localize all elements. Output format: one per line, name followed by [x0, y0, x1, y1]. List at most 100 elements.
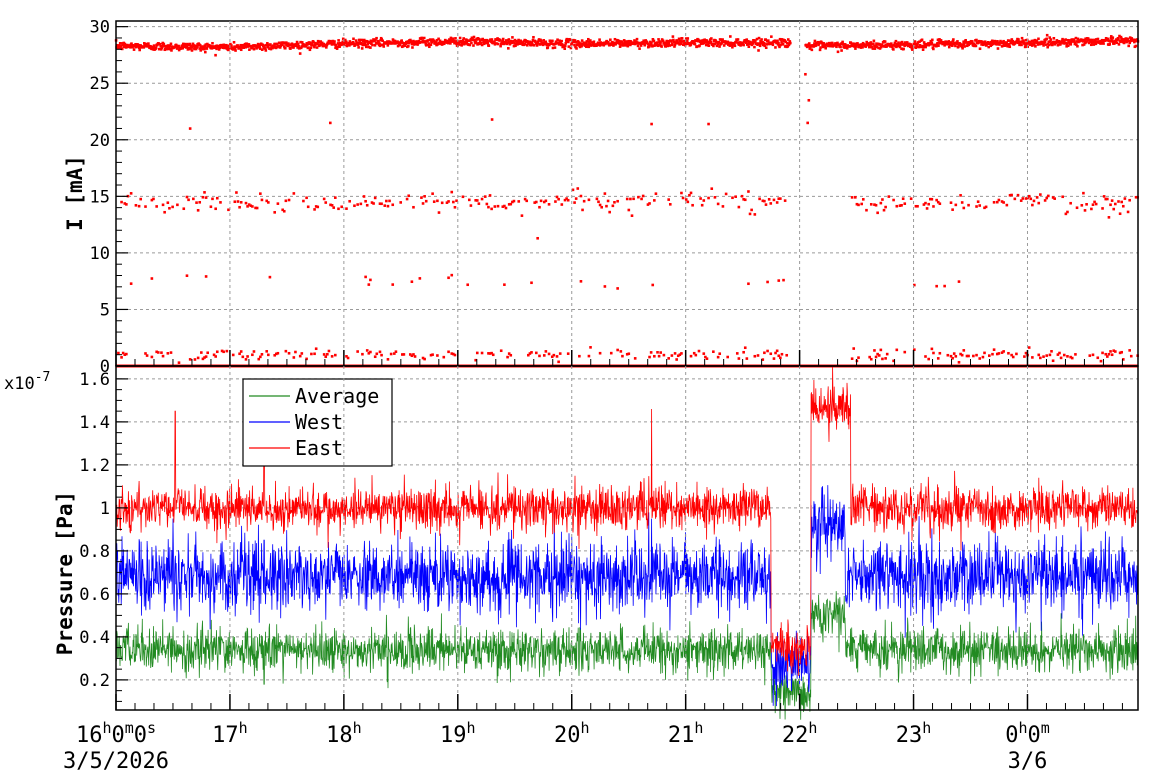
time-tick-label: 17h — [212, 719, 248, 748]
current-point — [391, 41, 394, 45]
current-point — [204, 43, 208, 46]
current-point — [274, 352, 278, 356]
current-point — [496, 204, 500, 208]
current-point — [930, 197, 934, 201]
current-point — [879, 201, 883, 205]
current-point — [810, 48, 814, 52]
current-point — [237, 47, 240, 50]
current-point — [442, 355, 446, 359]
current-point — [314, 347, 318, 351]
current-point — [434, 42, 437, 45]
current-point — [520, 214, 524, 217]
current-point — [1107, 39, 1111, 43]
current-point — [356, 43, 360, 47]
current-point — [978, 204, 982, 207]
current-point — [475, 199, 479, 202]
current-point — [957, 45, 960, 48]
current-point — [284, 199, 288, 203]
date-label: 3/6 — [1008, 749, 1048, 774]
current-point — [729, 35, 732, 38]
current-point — [1066, 210, 1069, 214]
current-point — [282, 45, 286, 48]
current-outlier — [804, 72, 807, 76]
current-point — [117, 351, 120, 355]
current-point — [487, 44, 491, 48]
current-point — [746, 39, 750, 43]
current-point — [892, 48, 895, 51]
current-point — [144, 44, 148, 48]
current-point — [341, 37, 345, 41]
current-point — [175, 47, 179, 50]
current-point — [522, 43, 526, 47]
current-point — [769, 202, 773, 205]
current-point — [569, 38, 572, 42]
current-point — [325, 46, 328, 49]
current-point — [579, 280, 583, 283]
current-point — [721, 38, 724, 41]
current-point — [334, 43, 338, 47]
current-point — [278, 46, 282, 49]
current-point — [978, 47, 982, 51]
current-point — [992, 40, 995, 43]
current-point — [1003, 41, 1006, 44]
current-point — [448, 40, 452, 44]
current-point — [914, 42, 917, 46]
current-point — [204, 196, 208, 199]
current-point — [705, 39, 709, 42]
current-point — [755, 37, 759, 41]
current-point — [518, 42, 521, 46]
current-point — [1046, 45, 1049, 49]
current-point — [588, 42, 592, 46]
current-point — [1020, 36, 1024, 40]
current-point — [173, 45, 177, 49]
current-point — [300, 45, 304, 48]
current-point — [511, 36, 514, 39]
current-point — [429, 353, 433, 357]
current-point — [361, 352, 364, 356]
current-point — [364, 199, 367, 203]
current-point — [533, 201, 536, 204]
current-point — [662, 41, 666, 45]
current-point — [214, 355, 217, 358]
current-point — [130, 42, 133, 45]
current-point — [496, 37, 499, 40]
current-point — [487, 205, 490, 209]
current-point — [246, 205, 249, 208]
current-point — [436, 199, 439, 203]
current-point — [1027, 346, 1031, 349]
current-point — [244, 358, 248, 361]
current-point — [331, 39, 335, 43]
current-point — [521, 41, 525, 45]
current-point — [1065, 44, 1068, 48]
current-point — [366, 42, 370, 46]
current-point — [129, 282, 133, 285]
current-point — [361, 43, 365, 47]
current-point — [1059, 356, 1063, 360]
current-point — [1126, 37, 1129, 41]
current-point — [957, 360, 961, 364]
current-point — [490, 38, 494, 41]
current-point — [1069, 43, 1073, 46]
current-point — [145, 354, 149, 357]
current-point — [704, 355, 707, 359]
current-point — [664, 45, 668, 48]
current-point — [685, 42, 689, 46]
current-point — [761, 358, 765, 361]
current-plot-frame — [115, 20, 1139, 367]
current-point — [780, 352, 784, 356]
current-point — [509, 353, 513, 357]
current-point — [960, 43, 963, 46]
current-point — [538, 43, 542, 46]
current-point — [986, 41, 990, 44]
current-point — [1093, 39, 1097, 43]
current-point — [313, 45, 316, 49]
current-point — [168, 44, 172, 47]
current-point — [952, 38, 955, 41]
current-point — [337, 207, 340, 211]
current-point — [961, 46, 964, 50]
current-point — [542, 354, 546, 357]
current-point — [181, 42, 185, 46]
current-point — [578, 354, 581, 358]
current-point — [882, 208, 886, 212]
current-point — [1104, 352, 1108, 356]
